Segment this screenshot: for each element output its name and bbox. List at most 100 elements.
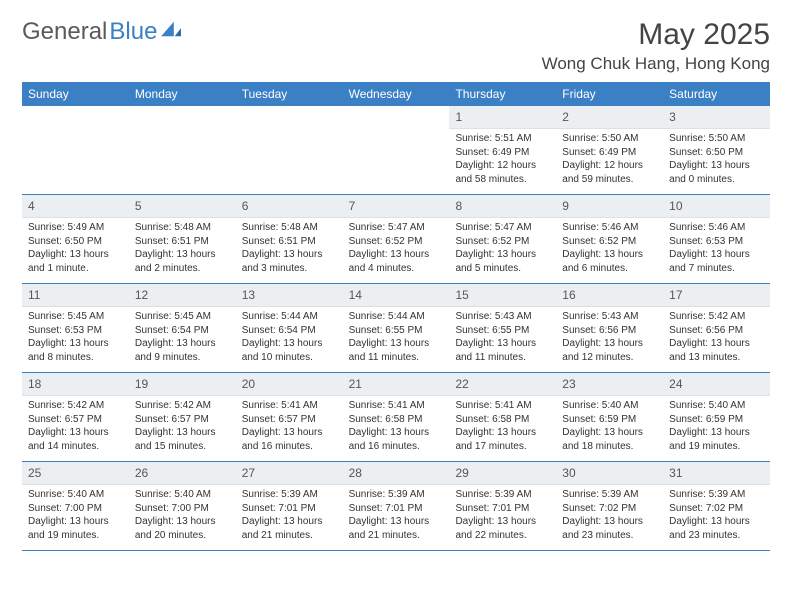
calendar-week: 11Sunrise: 5:45 AMSunset: 6:53 PMDayligh… bbox=[22, 284, 770, 373]
daylight-text-1: Daylight: 13 hours bbox=[669, 515, 764, 529]
daylight-text-1: Daylight: 13 hours bbox=[455, 426, 550, 440]
daylight-text-2: and 20 minutes. bbox=[135, 529, 230, 543]
calendar-day: 21Sunrise: 5:41 AMSunset: 6:58 PMDayligh… bbox=[343, 373, 450, 461]
day-details: Sunrise: 5:39 AMSunset: 7:01 PMDaylight:… bbox=[236, 485, 343, 548]
calendar-week: 18Sunrise: 5:42 AMSunset: 6:57 PMDayligh… bbox=[22, 373, 770, 462]
daylight-text-2: and 23 minutes. bbox=[669, 529, 764, 543]
daylight-text-2: and 16 minutes. bbox=[242, 440, 337, 454]
calendar-day: 15Sunrise: 5:43 AMSunset: 6:55 PMDayligh… bbox=[449, 284, 556, 372]
calendar-day: 4Sunrise: 5:49 AMSunset: 6:50 PMDaylight… bbox=[22, 195, 129, 283]
sunset-text: Sunset: 7:02 PM bbox=[562, 502, 657, 516]
day-details: Sunrise: 5:41 AMSunset: 6:57 PMDaylight:… bbox=[236, 396, 343, 459]
sunrise-text: Sunrise: 5:50 AM bbox=[669, 132, 764, 146]
day-details: Sunrise: 5:43 AMSunset: 6:55 PMDaylight:… bbox=[449, 307, 556, 370]
day-number: 6 bbox=[236, 195, 343, 218]
sunset-text: Sunset: 6:53 PM bbox=[28, 324, 123, 338]
daylight-text-1: Daylight: 13 hours bbox=[562, 515, 657, 529]
day-number: 17 bbox=[663, 284, 770, 307]
sunrise-text: Sunrise: 5:50 AM bbox=[562, 132, 657, 146]
sunrise-text: Sunrise: 5:40 AM bbox=[562, 399, 657, 413]
daylight-text-2: and 10 minutes. bbox=[242, 351, 337, 365]
daylight-text-1: Daylight: 13 hours bbox=[242, 337, 337, 351]
daylight-text-2: and 8 minutes. bbox=[28, 351, 123, 365]
day-number: 13 bbox=[236, 284, 343, 307]
day-details: Sunrise: 5:40 AMSunset: 6:59 PMDaylight:… bbox=[663, 396, 770, 459]
sunrise-text: Sunrise: 5:46 AM bbox=[562, 221, 657, 235]
sunset-text: Sunset: 6:55 PM bbox=[349, 324, 444, 338]
calendar-day: 16Sunrise: 5:43 AMSunset: 6:56 PMDayligh… bbox=[556, 284, 663, 372]
calendar-day: 27Sunrise: 5:39 AMSunset: 7:01 PMDayligh… bbox=[236, 462, 343, 550]
daylight-text-1: Daylight: 13 hours bbox=[455, 515, 550, 529]
sunrise-text: Sunrise: 5:39 AM bbox=[669, 488, 764, 502]
daylight-text-1: Daylight: 13 hours bbox=[669, 248, 764, 262]
day-details: Sunrise: 5:44 AMSunset: 6:54 PMDaylight:… bbox=[236, 307, 343, 370]
sunset-text: Sunset: 6:56 PM bbox=[562, 324, 657, 338]
title-block: May 2025 Wong Chuk Hang, Hong Kong bbox=[542, 18, 770, 74]
calendar-day bbox=[129, 106, 236, 194]
day-details: Sunrise: 5:51 AMSunset: 6:49 PMDaylight:… bbox=[449, 129, 556, 192]
day-number: 25 bbox=[22, 462, 129, 485]
daylight-text-1: Daylight: 13 hours bbox=[28, 426, 123, 440]
calendar-day bbox=[22, 106, 129, 194]
calendar-day: 18Sunrise: 5:42 AMSunset: 6:57 PMDayligh… bbox=[22, 373, 129, 461]
day-details: Sunrise: 5:42 AMSunset: 6:57 PMDaylight:… bbox=[22, 396, 129, 459]
day-details: Sunrise: 5:39 AMSunset: 7:02 PMDaylight:… bbox=[663, 485, 770, 548]
daylight-text-2: and 21 minutes. bbox=[349, 529, 444, 543]
sail-icon bbox=[161, 20, 183, 38]
daylight-text-2: and 58 minutes. bbox=[455, 173, 550, 187]
day-number: 23 bbox=[556, 373, 663, 396]
daylight-text-2: and 18 minutes. bbox=[562, 440, 657, 454]
sunset-text: Sunset: 6:51 PM bbox=[135, 235, 230, 249]
sunrise-text: Sunrise: 5:42 AM bbox=[135, 399, 230, 413]
calendar-day: 12Sunrise: 5:45 AMSunset: 6:54 PMDayligh… bbox=[129, 284, 236, 372]
sunrise-text: Sunrise: 5:39 AM bbox=[562, 488, 657, 502]
day-number: 24 bbox=[663, 373, 770, 396]
daylight-text-1: Daylight: 13 hours bbox=[349, 515, 444, 529]
sunrise-text: Sunrise: 5:39 AM bbox=[242, 488, 337, 502]
day-details: Sunrise: 5:40 AMSunset: 6:59 PMDaylight:… bbox=[556, 396, 663, 459]
daylight-text-1: Daylight: 13 hours bbox=[135, 426, 230, 440]
sunset-text: Sunset: 7:01 PM bbox=[349, 502, 444, 516]
brand-logo: GeneralBlue bbox=[22, 18, 183, 46]
sunset-text: Sunset: 6:54 PM bbox=[242, 324, 337, 338]
daylight-text-1: Daylight: 13 hours bbox=[242, 515, 337, 529]
day-number: 29 bbox=[449, 462, 556, 485]
sunset-text: Sunset: 6:52 PM bbox=[455, 235, 550, 249]
sunset-text: Sunset: 6:50 PM bbox=[28, 235, 123, 249]
day-details: Sunrise: 5:42 AMSunset: 6:57 PMDaylight:… bbox=[129, 396, 236, 459]
daylight-text-1: Daylight: 13 hours bbox=[455, 337, 550, 351]
day-number: 3 bbox=[663, 106, 770, 129]
day-details: Sunrise: 5:39 AMSunset: 7:02 PMDaylight:… bbox=[556, 485, 663, 548]
sunset-text: Sunset: 6:51 PM bbox=[242, 235, 337, 249]
calendar-day: 11Sunrise: 5:45 AMSunset: 6:53 PMDayligh… bbox=[22, 284, 129, 372]
day-number: 12 bbox=[129, 284, 236, 307]
daylight-text-1: Daylight: 13 hours bbox=[669, 426, 764, 440]
day-number: 26 bbox=[129, 462, 236, 485]
day-details: Sunrise: 5:45 AMSunset: 6:54 PMDaylight:… bbox=[129, 307, 236, 370]
day-details: Sunrise: 5:46 AMSunset: 6:52 PMDaylight:… bbox=[556, 218, 663, 281]
calendar-day: 28Sunrise: 5:39 AMSunset: 7:01 PMDayligh… bbox=[343, 462, 450, 550]
weekday-thu: Thursday bbox=[449, 82, 556, 106]
sunrise-text: Sunrise: 5:47 AM bbox=[455, 221, 550, 235]
day-number: 8 bbox=[449, 195, 556, 218]
day-number: 16 bbox=[556, 284, 663, 307]
weekday-header: Sunday Monday Tuesday Wednesday Thursday… bbox=[22, 82, 770, 106]
day-details: Sunrise: 5:44 AMSunset: 6:55 PMDaylight:… bbox=[343, 307, 450, 370]
weekday-sat: Saturday bbox=[663, 82, 770, 106]
daylight-text-1: Daylight: 12 hours bbox=[562, 159, 657, 173]
day-number: 28 bbox=[343, 462, 450, 485]
daylight-text-2: and 19 minutes. bbox=[669, 440, 764, 454]
day-details: Sunrise: 5:48 AMSunset: 6:51 PMDaylight:… bbox=[236, 218, 343, 281]
calendar-day: 20Sunrise: 5:41 AMSunset: 6:57 PMDayligh… bbox=[236, 373, 343, 461]
calendar-week: 1Sunrise: 5:51 AMSunset: 6:49 PMDaylight… bbox=[22, 106, 770, 195]
daylight-text-2: and 11 minutes. bbox=[455, 351, 550, 365]
calendar-day: 17Sunrise: 5:42 AMSunset: 6:56 PMDayligh… bbox=[663, 284, 770, 372]
weekday-tue: Tuesday bbox=[236, 82, 343, 106]
daylight-text-2: and 17 minutes. bbox=[455, 440, 550, 454]
daylight-text-1: Daylight: 13 hours bbox=[669, 159, 764, 173]
daylight-text-2: and 12 minutes. bbox=[562, 351, 657, 365]
daylight-text-1: Daylight: 13 hours bbox=[455, 248, 550, 262]
sunrise-text: Sunrise: 5:42 AM bbox=[28, 399, 123, 413]
sunrise-text: Sunrise: 5:41 AM bbox=[455, 399, 550, 413]
day-number: 1 bbox=[449, 106, 556, 129]
